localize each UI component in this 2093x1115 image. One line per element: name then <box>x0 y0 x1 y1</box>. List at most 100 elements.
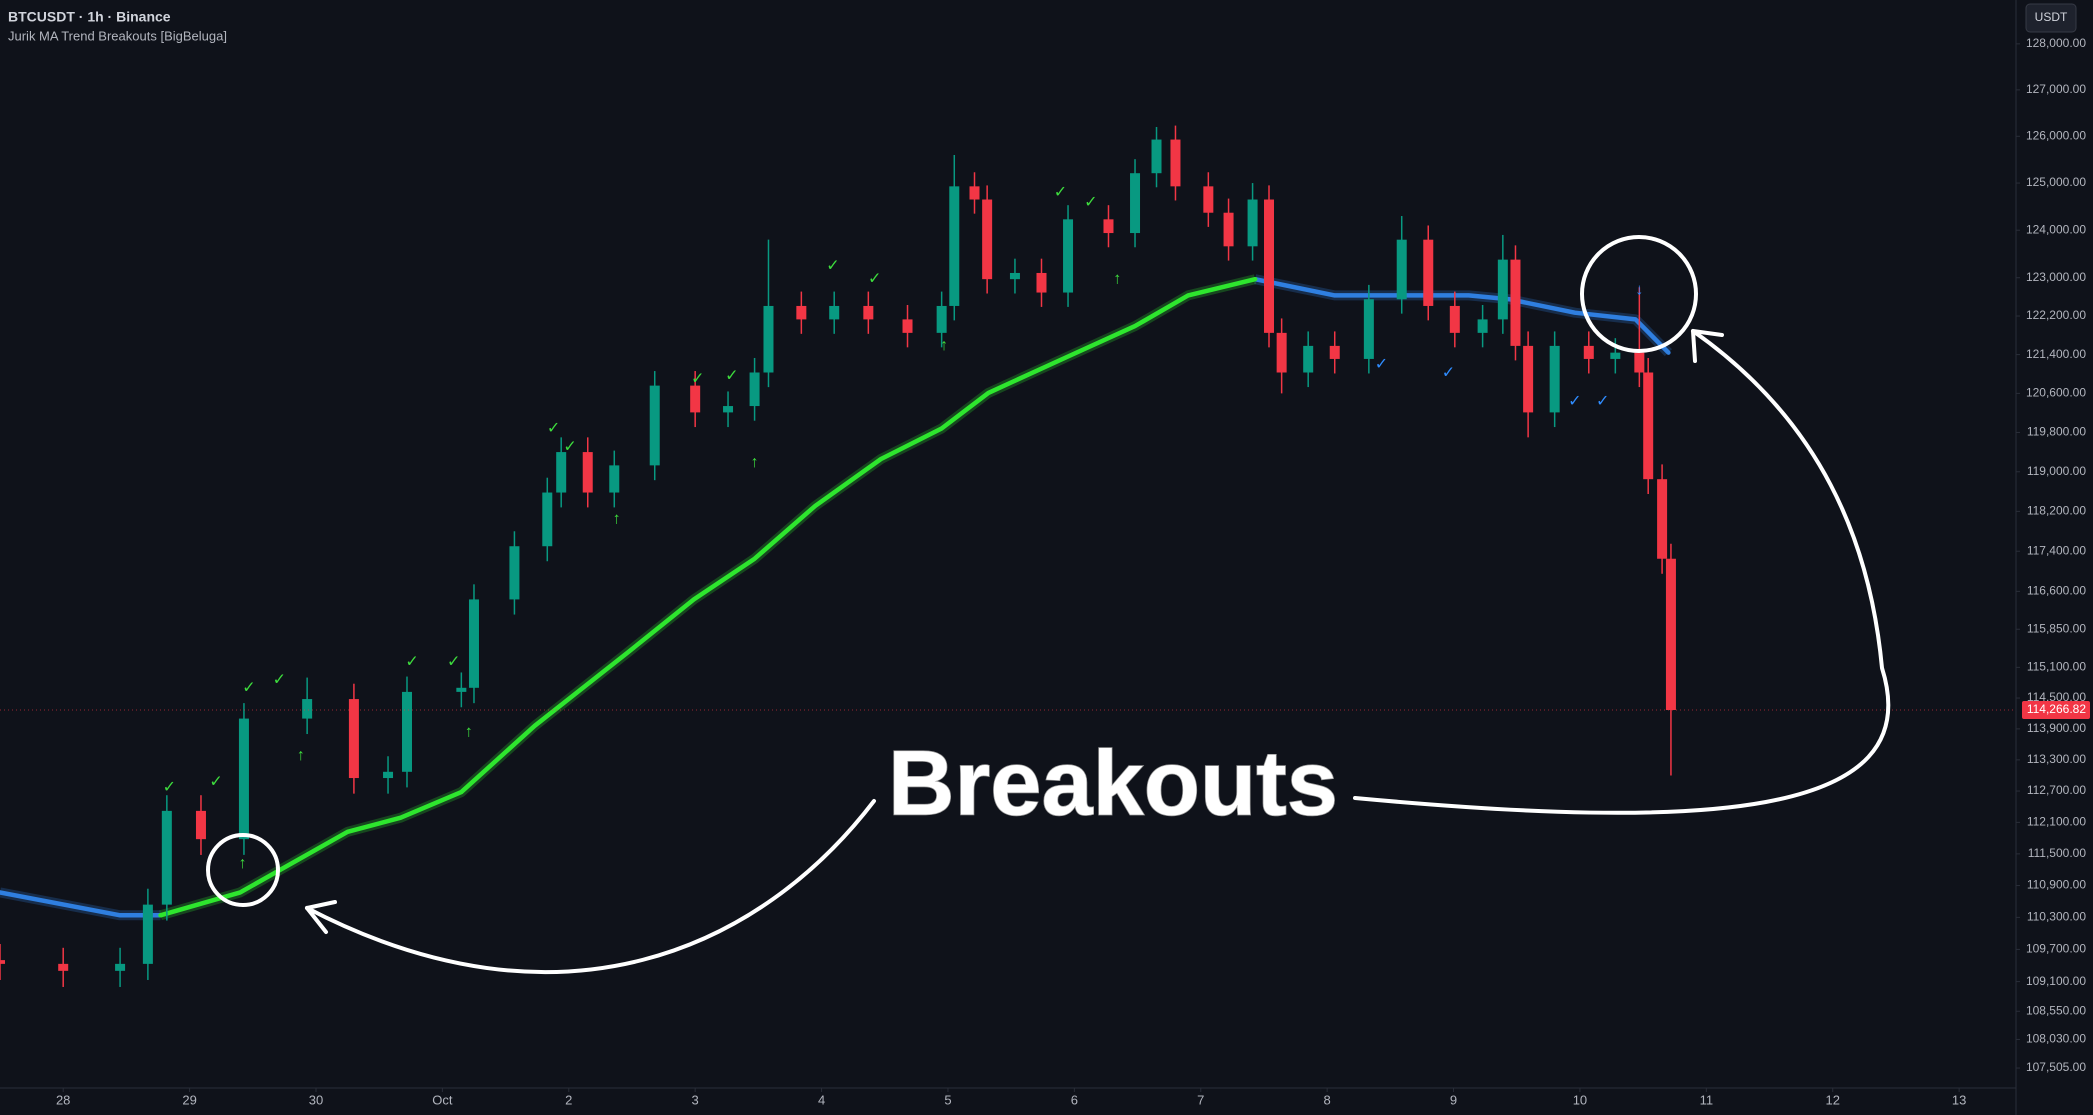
y-tick-label: 113,900.00 <box>2027 721 2086 735</box>
candle-body <box>1151 139 1162 174</box>
signal-marker: ↑ <box>751 454 759 471</box>
signal-marker: ✓ <box>1054 184 1067 201</box>
candle-body <box>542 492 553 547</box>
y-tick-label: 112,100.00 <box>2027 815 2086 829</box>
y-tick-label: 118,200.00 <box>2027 504 2086 518</box>
candle-body <box>982 199 993 280</box>
y-tick-label: 114,500.00 <box>2027 690 2086 704</box>
y-tick-label: 113,300.00 <box>2027 752 2086 766</box>
signal-marker: ✓ <box>1596 393 1609 410</box>
candle-body <box>1264 199 1275 333</box>
candle-body <box>1170 139 1181 187</box>
candle-body <box>238 718 249 840</box>
y-tick-label: 122,200.00 <box>2026 308 2086 322</box>
y-tick-label: 119,800.00 <box>2027 425 2086 439</box>
signal-marker: ✓ <box>563 438 576 455</box>
signal-marker: ✓ <box>826 258 839 275</box>
candle-body <box>582 452 593 493</box>
candle-body <box>609 465 620 493</box>
signal-marker: ✓ <box>725 368 738 385</box>
signal-marker: ✓ <box>209 773 222 790</box>
candle-body <box>1009 272 1020 280</box>
candle-body <box>161 810 172 905</box>
signal-marker: ↑ <box>297 747 305 764</box>
x-tick-label: 4 <box>818 1092 825 1107</box>
candle-body <box>509 546 520 600</box>
y-tick-label: 127,000.00 <box>2026 82 2086 96</box>
signal-marker: ↑ <box>239 855 247 872</box>
currency-label[interactable]: USDT <box>2035 10 2068 24</box>
y-tick-label: 108,030.00 <box>2026 1032 2086 1046</box>
candle-body <box>1303 345 1314 373</box>
chart-title: BTCUSDT · 1h · Binance <box>8 9 171 25</box>
currency-button[interactable] <box>2025 3 2077 33</box>
candle-body <box>969 186 980 200</box>
y-tick-label: 125,000.00 <box>2026 175 2086 189</box>
signal-marker: ✓ <box>242 680 255 697</box>
candle-body <box>649 385 660 466</box>
signal-marker: ✓ <box>1375 356 1388 373</box>
candle-body <box>1665 558 1676 711</box>
candle-body <box>456 687 467 692</box>
x-tick-label: 29 <box>182 1092 196 1107</box>
candle-body <box>1634 352 1645 373</box>
candle-body <box>1449 305 1460 333</box>
signal-marker: ✓ <box>1084 194 1097 211</box>
last-price-label: 114,266.82 <box>2027 702 2086 716</box>
y-tick-label: 108,550.00 <box>2026 1003 2086 1017</box>
candle-body <box>1276 332 1287 373</box>
x-tick-label: 7 <box>1197 1092 1204 1107</box>
candle-body <box>1063 219 1074 293</box>
trend-line <box>158 276 1258 918</box>
y-tick-label: 123,000.00 <box>2026 270 2086 284</box>
y-tick-label: 110,900.00 <box>2027 878 2086 892</box>
arrow-head <box>1691 329 1724 363</box>
x-tick-label: 28 <box>56 1092 70 1107</box>
candle-body <box>690 385 701 413</box>
signal-marker: ↓ <box>1635 281 1643 298</box>
x-tick-label: 5 <box>944 1092 951 1107</box>
y-tick-label: 117,400.00 <box>2027 543 2086 557</box>
y-tick-label: 112,700.00 <box>2027 783 2086 797</box>
annotation-arrow <box>1353 329 1891 815</box>
candle-body <box>401 691 412 772</box>
candle-body <box>796 305 807 320</box>
signal-marker: ✓ <box>273 671 286 688</box>
candle-body <box>1396 239 1407 300</box>
signal-marker: ✓ <box>1442 365 1455 382</box>
candle-body <box>0 960 5 964</box>
candle-body <box>1103 219 1114 234</box>
candle-body <box>1497 259 1508 320</box>
candle-body <box>936 305 947 333</box>
candle-body <box>1329 345 1340 359</box>
plot: ↑↑↑↑↑↑↑↓✓ ✓✓ ✓✓ ✓✓✓✓ ✓✓✓✓✓✓✓✓ ✓ <box>0 125 2016 987</box>
candle-body <box>302 699 313 719</box>
candle-body <box>142 904 153 964</box>
x-tick-label: 10 <box>1573 1092 1587 1107</box>
annotation-text: Breakouts <box>888 732 1338 834</box>
candle-body <box>556 452 567 493</box>
y-tick-label: 115,850.00 <box>2027 621 2086 635</box>
candle-body <box>1203 186 1214 213</box>
signal-marker: ↑ <box>613 511 621 528</box>
candle-body <box>1423 239 1434 306</box>
candle-body <box>949 186 960 306</box>
candle-body <box>468 599 479 688</box>
signal-marker: ↑ <box>465 724 473 741</box>
y-tick-label: 116,600.00 <box>2027 584 2086 598</box>
signal-marker: ✓ <box>447 653 460 670</box>
y-tick-label: 107,505.00 <box>2026 1060 2086 1074</box>
x-tick-label: 9 <box>1450 1092 1457 1107</box>
y-tick-label: 110,300.00 <box>2027 910 2086 924</box>
x-tick-label: 13 <box>1952 1092 1966 1107</box>
highlight-circle <box>206 833 280 907</box>
signal-marker: ✓ <box>868 270 881 287</box>
candle-body <box>1510 259 1521 346</box>
y-tick-label: 120,600.00 <box>2026 386 2086 400</box>
arrow-head <box>305 900 337 934</box>
candle-body <box>863 305 874 320</box>
x-tick-label: 8 <box>1324 1092 1331 1107</box>
signal-marker: ✓ <box>547 420 560 437</box>
y-tick-label: 128,000.00 <box>2026 36 2086 50</box>
